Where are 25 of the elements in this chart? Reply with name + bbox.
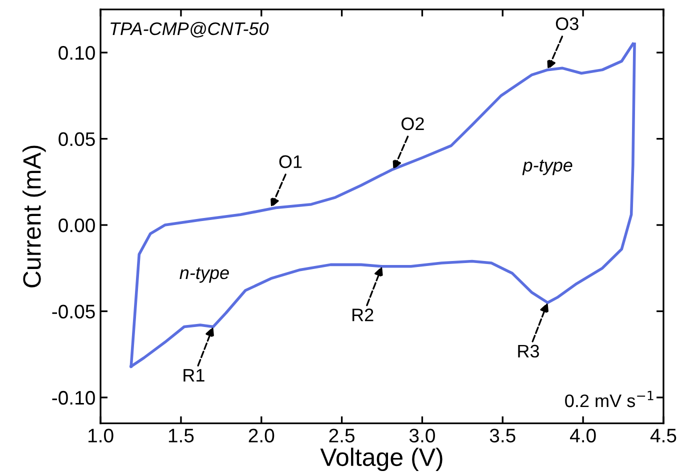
x-tick-label: 2.0 [248, 428, 274, 442]
x-tick-label: 4.0 [570, 428, 596, 442]
y-tick-label: 0.00 [58, 218, 95, 232]
annotation: R2 [352, 308, 374, 322]
x-tick-label: 1.5 [168, 428, 194, 442]
annotation: R1 [184, 369, 204, 382]
y-tick-label: -0.10 [52, 390, 95, 405]
x-tick-label: 3.0 [409, 428, 435, 442]
annotation: p-type [522, 160, 572, 176]
x-tick-label: 1.0 [88, 428, 114, 442]
y-tick-label: 0.10 [58, 46, 95, 60]
x-axis-title: Voltage (V) [320, 448, 442, 472]
x-tick-label: 2.5 [329, 428, 355, 442]
annotation: n-type [180, 267, 229, 283]
y-tick-label: -0.05 [52, 304, 95, 318]
annotation: R3 [518, 344, 539, 358]
x-tick-label: 3.5 [490, 428, 516, 442]
annotation: O2 [402, 117, 424, 130]
annotation: O1 [279, 155, 302, 168]
annotation: TPA-CMP@CNT-50 [110, 22, 269, 38]
annotation: O3 [556, 17, 578, 30]
y-tick-label: 0.05 [58, 132, 95, 146]
y-axis-title: Current (mA) [22, 146, 46, 288]
x-tick-label: 4.5 [650, 428, 676, 442]
annotation: 0.2 mV s$^{−1}$ [565, 390, 654, 408]
